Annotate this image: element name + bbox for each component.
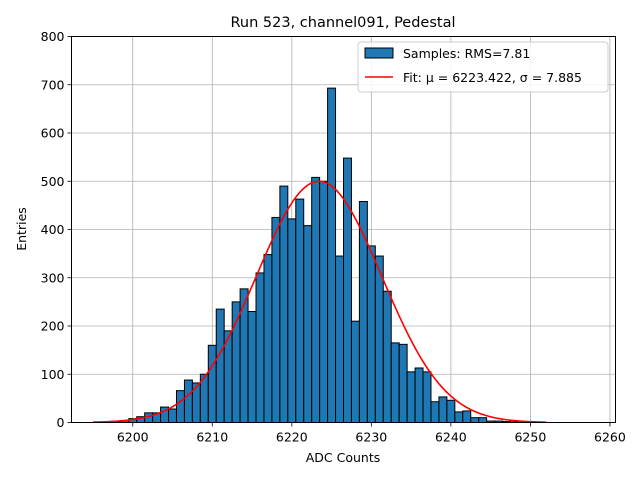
histogram-bar bbox=[446, 399, 456, 423]
histogram-bar bbox=[422, 371, 432, 423]
y-tick-label: 800 bbox=[41, 29, 65, 44]
x-tick-label: 6220 bbox=[276, 430, 308, 445]
histogram-bars bbox=[104, 87, 519, 424]
histogram-bar bbox=[263, 254, 273, 423]
histogram-bar bbox=[454, 411, 464, 424]
chart-title: Run 523, channel091, Pedestal bbox=[230, 15, 455, 31]
y-axis-label: Entries bbox=[14, 207, 29, 251]
x-axis-label: ADC Counts bbox=[306, 450, 381, 465]
histogram-bar bbox=[335, 255, 344, 423]
legend: Samples: RMS=7.81 Fit: μ = 6223.422, σ =… bbox=[357, 41, 609, 93]
histogram-bar bbox=[287, 218, 297, 423]
fit-curve bbox=[92, 180, 547, 423]
y-tick-label: 100 bbox=[41, 367, 65, 382]
histogram-bar bbox=[327, 87, 337, 423]
y-axis-ticks: 0 100 200 300 400 500 600 700 800 bbox=[41, 29, 72, 430]
histogram-bar bbox=[303, 225, 313, 423]
histogram-bar bbox=[430, 401, 440, 424]
x-tick-label: 6260 bbox=[594, 430, 626, 445]
x-tick-label: 6250 bbox=[514, 430, 546, 445]
histogram-bar bbox=[382, 290, 392, 424]
histogram-bar bbox=[478, 417, 488, 423]
histogram-bar bbox=[168, 408, 177, 423]
histogram-bar bbox=[374, 255, 384, 423]
histogram-bar bbox=[295, 198, 305, 423]
histogram-bar bbox=[207, 344, 217, 423]
legend-histogram-label: Samples: RMS=7.81 bbox=[403, 46, 530, 61]
x-tick-label: 6210 bbox=[196, 430, 228, 445]
legend-fit-label: Fit: μ = 6223.422, σ = 7.885 bbox=[403, 70, 582, 85]
histogram-bar bbox=[311, 176, 321, 423]
x-tick-label: 6230 bbox=[355, 430, 387, 445]
histogram-bar bbox=[247, 311, 257, 423]
histogram-bar bbox=[350, 320, 360, 423]
y-tick-label: 200 bbox=[41, 319, 65, 334]
y-tick-label: 700 bbox=[41, 77, 65, 92]
histogram-bar bbox=[183, 379, 193, 424]
histogram-bar bbox=[406, 371, 416, 423]
legend-box bbox=[357, 41, 609, 93]
histogram-bar bbox=[343, 157, 352, 423]
histogram-bar bbox=[390, 342, 400, 424]
y-tick-label: 300 bbox=[41, 270, 65, 285]
histogram-bar bbox=[319, 180, 329, 423]
histogram-bar bbox=[414, 367, 424, 424]
histogram-bar bbox=[255, 272, 265, 423]
legend-histogram-swatch bbox=[364, 47, 394, 59]
y-tick-label: 0 bbox=[57, 415, 65, 430]
histogram-bar bbox=[215, 308, 225, 423]
histogram-bar bbox=[438, 396, 448, 423]
x-tick-label: 6200 bbox=[117, 430, 149, 445]
x-tick-label: 6240 bbox=[435, 430, 467, 445]
x-axis-ticks: 6200 6210 6220 6230 6240 6250 6260 bbox=[117, 422, 626, 445]
y-tick-label: 400 bbox=[41, 222, 65, 237]
histogram-bar bbox=[175, 390, 185, 423]
histogram-bar bbox=[366, 245, 376, 423]
histogram-bar bbox=[398, 343, 408, 423]
histogram-bar bbox=[462, 410, 472, 424]
histogram-bar bbox=[271, 216, 281, 423]
y-tick-label: 500 bbox=[41, 174, 65, 189]
y-tick-label: 600 bbox=[41, 126, 65, 141]
histogram-bar bbox=[470, 417, 480, 423]
